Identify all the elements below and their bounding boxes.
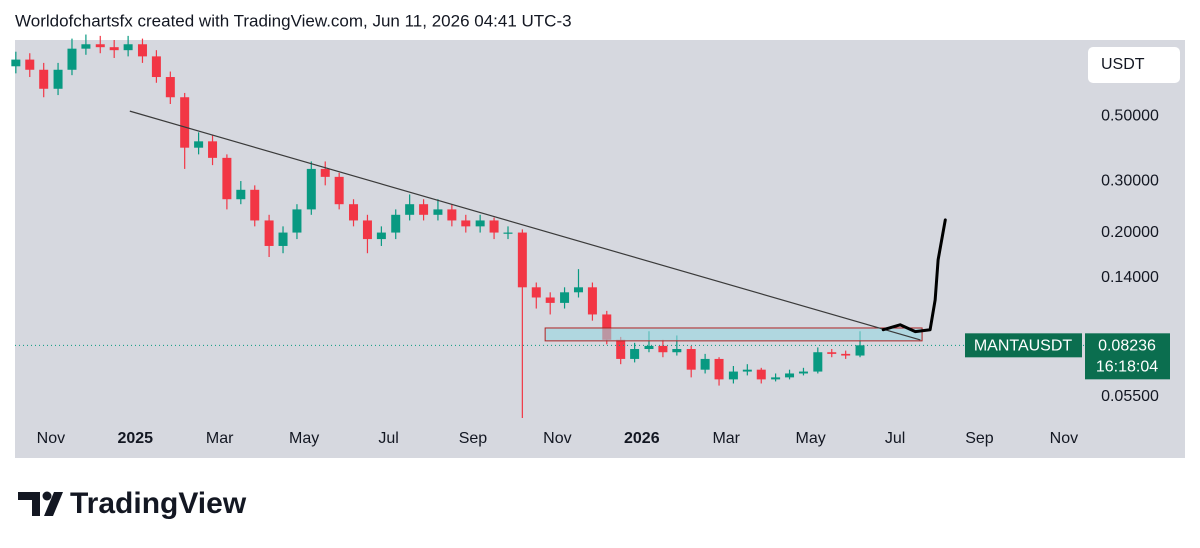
candle-body: [109, 47, 119, 51]
y-tick-label: 0.05500: [1101, 388, 1159, 405]
candle-body: [475, 220, 485, 227]
x-tick-label: Mar: [712, 430, 740, 447]
candle-body: [785, 373, 795, 378]
candle-body: [658, 345, 668, 353]
x-tick-label: Nov: [543, 430, 571, 447]
candle-body: [855, 345, 865, 356]
candle-body: [250, 189, 260, 221]
candle-body: [602, 314, 612, 340]
candle-body: [827, 352, 837, 354]
candle-body: [236, 189, 246, 200]
candle-body: [503, 232, 513, 234]
trendline: [129, 110, 921, 341]
candle-body: [714, 358, 724, 380]
candle-body: [292, 209, 302, 233]
symbol-label: MANTAUSDT: [974, 338, 1073, 355]
y-tick-label: 0.30000: [1101, 172, 1159, 189]
chart-panel: [15, 40, 1185, 458]
candle-body: [545, 297, 555, 303]
x-tick-label: Jul: [378, 430, 398, 447]
candle-body: [11, 59, 21, 67]
candle-body: [349, 204, 359, 221]
x-tick-label: Sep: [459, 430, 488, 447]
candle-body: [419, 204, 429, 215]
candle-body: [391, 214, 401, 233]
x-tick-label: May: [796, 430, 826, 447]
candle-body: [700, 358, 710, 370]
candle-body: [53, 69, 63, 89]
symbol-label-bg: [965, 333, 1082, 358]
candle-body: [25, 59, 35, 70]
candle-body: [405, 204, 415, 215]
candle-body: [672, 349, 682, 353]
candle-body: [686, 349, 696, 370]
candle-body: [433, 209, 443, 215]
x-tick-label: 2025: [117, 430, 153, 447]
candle-body: [264, 220, 274, 246]
candle-body: [165, 77, 175, 98]
candle-body: [573, 287, 583, 293]
candle-body: [728, 371, 738, 380]
candle-body: [362, 220, 372, 240]
candle-body: [531, 287, 541, 298]
candle-body: [841, 353, 851, 356]
candle-body: [756, 369, 766, 380]
countdown-label: 16:18:04: [1096, 359, 1158, 376]
candle-body: [461, 220, 471, 227]
candle-body: [39, 69, 49, 89]
candle-body: [813, 352, 823, 372]
candle-body: [742, 369, 752, 372]
candle-body: [376, 232, 386, 240]
candle-body: [630, 349, 640, 359]
candle-body: [798, 371, 808, 374]
candle-body: [447, 209, 457, 221]
chart-title: Worldofchartsfx created with TradingView…: [15, 11, 572, 30]
x-tick-label: Nov: [37, 430, 65, 447]
candle-body: [771, 377, 781, 380]
candle-body: [587, 287, 597, 315]
currency-box: [1088, 47, 1180, 83]
brand-name: TradingView: [70, 487, 247, 520]
x-tick-label: Mar: [206, 430, 234, 447]
candle-body: [334, 176, 344, 205]
candle-body: [194, 141, 204, 148]
x-tick-label: 2026: [624, 430, 660, 447]
candle-body: [208, 141, 218, 158]
candle-body: [222, 157, 232, 200]
last-price-label: 0.08236: [1098, 338, 1156, 355]
x-tick-label: May: [289, 430, 319, 447]
candle-body: [489, 220, 499, 233]
y-tick-label: 0.50000: [1101, 107, 1159, 124]
projection-path: [881, 218, 947, 334]
x-tick-label: Jul: [885, 430, 905, 447]
y-tick-label: 0.20000: [1101, 224, 1159, 241]
candle-body: [278, 232, 288, 246]
candle-body: [180, 97, 190, 148]
candle-body: [151, 56, 161, 78]
y-tick-label: 0.14000: [1101, 269, 1159, 286]
candle-body: [644, 345, 654, 350]
support-zone: [544, 327, 923, 342]
x-tick-label: Sep: [965, 430, 994, 447]
currency-label: USDT: [1101, 56, 1145, 73]
candle-body: [306, 168, 316, 210]
candle-body: [517, 232, 527, 288]
candle-body: [67, 48, 77, 70]
candle-body: [616, 339, 626, 359]
candle-body: [95, 44, 105, 48]
candle-body: [81, 44, 91, 49]
x-tick-label: Nov: [1050, 430, 1078, 447]
candle-body: [123, 44, 133, 51]
candle-body: [137, 44, 147, 57]
price-label-bg: [1085, 333, 1170, 380]
candle-body: [320, 168, 330, 177]
candle-body: [560, 292, 570, 303]
brand-logo: [18, 491, 63, 516]
